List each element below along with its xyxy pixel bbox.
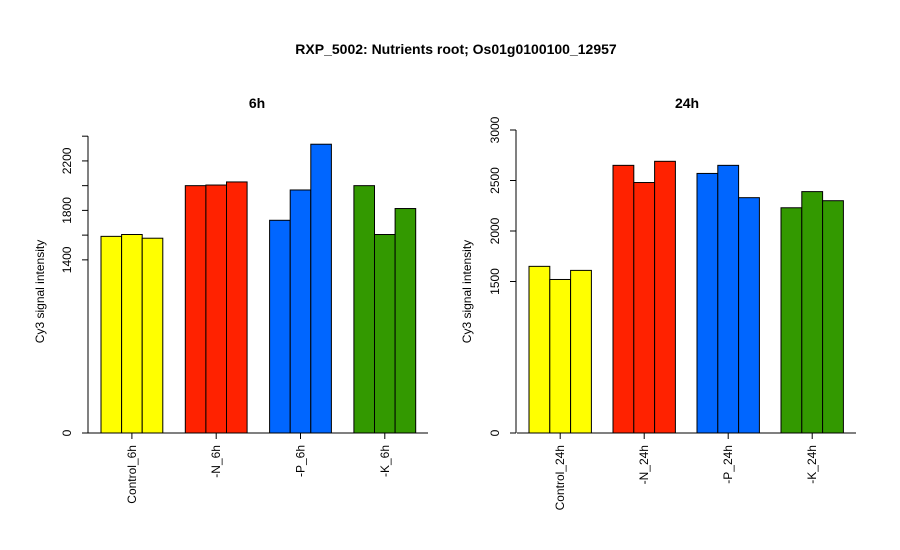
y-tick-label: 2000 bbox=[488, 217, 502, 244]
panel-title: 6h bbox=[249, 95, 265, 111]
y-tick-label: 2200 bbox=[60, 147, 74, 174]
bar-p-1 bbox=[696, 172, 719, 434]
bar-p-1 bbox=[269, 219, 291, 434]
x-tick-label-control-6h: Control_6h bbox=[125, 445, 139, 504]
bar-k-1 bbox=[780, 207, 803, 434]
bar-control-2 bbox=[549, 278, 572, 434]
y-tick-label: 3000 bbox=[488, 116, 502, 143]
x-tick-label-k-6h: -K_6h bbox=[378, 445, 392, 477]
x-tick-label-n-24h: -N_24h bbox=[637, 445, 651, 484]
x-tick-label-p-24h: -P_24h bbox=[721, 445, 735, 484]
bar-p-3 bbox=[310, 143, 332, 434]
x-tick-label-n-6h: -N_6h bbox=[209, 445, 223, 478]
x-tick-label-p-6h: -P_6h bbox=[294, 445, 308, 477]
y-axis-label: Cy3 signal intensity bbox=[33, 240, 47, 343]
y-tick-label: 0 bbox=[60, 429, 74, 436]
figure-title: RXP_5002: Nutrients root; Os01g0100100_1… bbox=[295, 41, 617, 57]
bar-p-2 bbox=[717, 164, 740, 434]
bar-n-1 bbox=[184, 185, 207, 434]
panel-6h: 6h Cy3 signal intensity 0 1400 1800 2200 Contr… bbox=[33, 95, 428, 504]
y-tick-label: 1500 bbox=[488, 268, 502, 295]
bar-k-2 bbox=[801, 191, 824, 434]
bar-k-3 bbox=[822, 200, 844, 434]
bar-control-1 bbox=[100, 235, 123, 434]
bar-p-2 bbox=[289, 189, 312, 434]
bar-k-3 bbox=[394, 208, 417, 434]
bar-n-3 bbox=[654, 160, 676, 434]
bar-control-2 bbox=[121, 234, 143, 434]
y-tick-label: 1400 bbox=[60, 246, 74, 273]
x-tick-label-control-24h: Control_24h bbox=[553, 445, 567, 510]
y-tick-label: 1800 bbox=[60, 197, 74, 224]
panel-24h: 24h Cy3 signal intensity 0 1500 2000 2500 3000… bbox=[460, 95, 856, 510]
bar-n-3 bbox=[226, 181, 248, 434]
panel-title: 24h bbox=[675, 95, 699, 111]
bar-control-3 bbox=[141, 237, 164, 434]
y-axis-label: Cy3 signal intensity bbox=[460, 240, 474, 343]
bar-p-3 bbox=[738, 197, 760, 434]
bar-n-2 bbox=[205, 184, 227, 434]
bar-k-1 bbox=[353, 185, 375, 434]
x-tick-label-k-24h: -K_24h bbox=[805, 445, 819, 484]
bar-n-1 bbox=[612, 164, 635, 434]
bar-n-2 bbox=[633, 182, 656, 434]
y-tick-label: 2500 bbox=[488, 167, 502, 194]
bar-control-3 bbox=[570, 269, 592, 434]
bar-k-2 bbox=[374, 234, 396, 434]
bar-control-1 bbox=[528, 265, 551, 434]
y-tick-label: 0 bbox=[488, 429, 502, 436]
